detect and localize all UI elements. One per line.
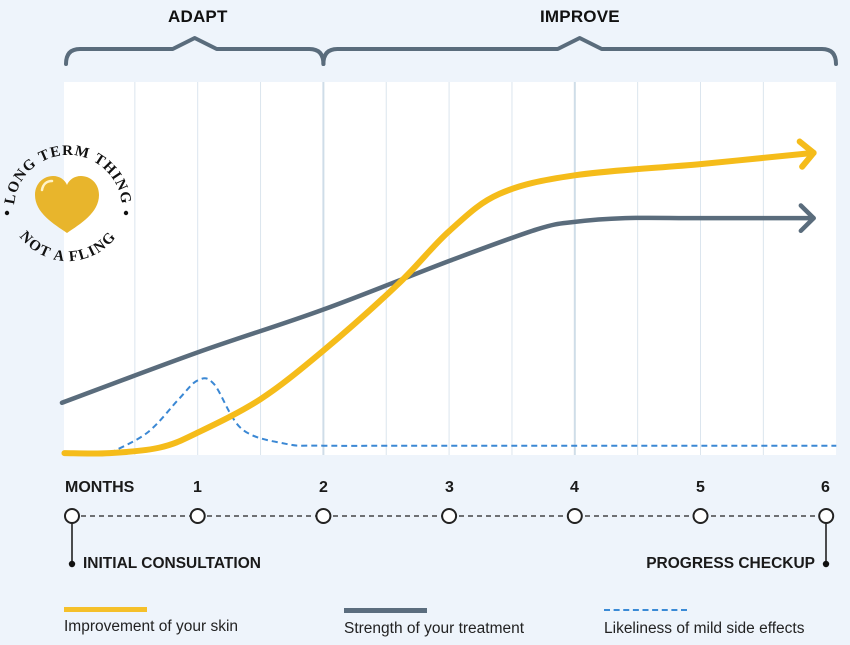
legend-label-treatment: Strength of your treatment xyxy=(344,620,525,637)
plot-area xyxy=(64,82,836,455)
arrowhead-treatment xyxy=(798,203,816,234)
milestone-month-1 xyxy=(189,508,206,524)
series-line-side-effects xyxy=(109,377,837,455)
month-tick-label-1: 1 xyxy=(193,479,202,496)
month-tick-label-6: 6 xyxy=(821,479,830,496)
heart-icon xyxy=(35,176,99,233)
start-callout-dot xyxy=(68,560,76,568)
milestone-month-6 xyxy=(818,508,835,524)
legend-item-side-effects: Likeliness of mild side effects xyxy=(604,600,804,638)
series-group xyxy=(59,138,837,457)
month-tick-label-4: 4 xyxy=(570,479,579,496)
milestone-month-0 xyxy=(64,508,80,524)
badge-dot-right xyxy=(123,210,129,216)
end-callout-dot xyxy=(822,560,830,568)
legend-swatch-side-effects xyxy=(604,609,687,611)
initial-consultation-label: INITIAL CONSULTATION xyxy=(83,555,261,572)
milestone-month-2 xyxy=(315,508,332,524)
milestone-month-3 xyxy=(441,508,458,524)
brace-improve xyxy=(321,36,838,66)
legend-label-side-effects: Likeliness of mild side effects xyxy=(604,620,805,637)
months-axis-label: MONTHS xyxy=(65,479,135,496)
brace-adapt xyxy=(64,36,326,66)
legend: Improvement of your skin Strength of you… xyxy=(0,600,850,645)
arrowhead-skin xyxy=(796,138,817,170)
timeline-svg xyxy=(64,508,835,568)
milestone-month-4 xyxy=(566,508,583,524)
legend-swatch-skin xyxy=(64,607,147,612)
legend-item-treatment: Strength of your treatment xyxy=(344,600,524,638)
phase-label-adapt: ADAPT xyxy=(168,7,228,26)
phase-label-improve: IMPROVE xyxy=(540,7,620,26)
series-line-skin xyxy=(61,149,817,457)
badge-dot-left xyxy=(4,210,10,216)
progress-checkup-label: PROGRESS CHECKUP xyxy=(646,555,815,572)
chart-svg xyxy=(59,36,838,457)
series-line-treatment xyxy=(59,215,816,406)
legend-item-skin: Improvement of your skin xyxy=(64,600,238,636)
badge-bottom-text: NOT A FLING xyxy=(16,228,120,265)
long-term-badge: LONG TERM THING NOT A FLING xyxy=(2,143,133,265)
legend-swatch-treatment xyxy=(344,608,427,613)
month-tick-label-3: 3 xyxy=(445,479,454,496)
month-tick-label-2: 2 xyxy=(319,479,328,496)
month-tick-label-5: 5 xyxy=(696,479,705,496)
phase-braces xyxy=(64,36,838,66)
milestone-month-5 xyxy=(692,508,709,524)
legend-label-skin: Improvement of your skin xyxy=(64,618,239,635)
gridlines xyxy=(134,82,764,455)
